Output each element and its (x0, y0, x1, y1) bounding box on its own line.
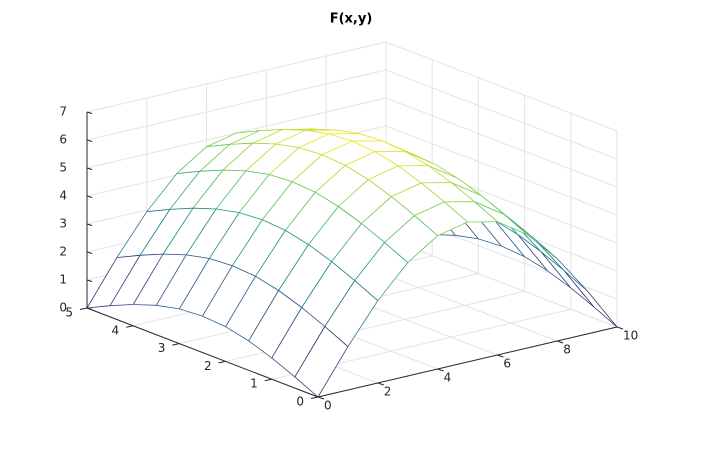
z-tick (86, 279, 93, 282)
y-tick-label: 1 (250, 377, 258, 391)
z-tick (86, 195, 93, 198)
z-tick-label: 5 (59, 161, 67, 175)
x-tick-label: 8 (563, 343, 571, 357)
y-tick-label: 3 (158, 341, 166, 355)
chart-title: F(x,y) (330, 12, 373, 27)
grid-line (86, 41, 618, 132)
z-tick-label: 2 (59, 245, 67, 259)
z-tick (86, 307, 93, 310)
grid-line (271, 113, 572, 380)
y-tick (79, 307, 88, 310)
x-tick-label: 10 (623, 329, 638, 343)
x-tick (557, 340, 564, 344)
x-tick-label: 6 (503, 357, 511, 371)
x-tick (437, 368, 444, 372)
z-tick (86, 223, 93, 226)
z-tick (86, 111, 93, 114)
y-tick-label: 5 (65, 306, 73, 320)
x-tick (377, 382, 384, 386)
y-tick (126, 325, 134, 328)
surface-patch (540, 251, 595, 308)
y-tick-label: 0 (296, 395, 304, 409)
y-tick (172, 343, 180, 346)
y-tick (218, 360, 226, 364)
x-axis (317, 326, 618, 398)
z-tick-label: 6 (59, 133, 67, 147)
z-tick (86, 167, 93, 170)
x-tick (616, 326, 624, 330)
z-tick-label: 0 (59, 301, 67, 315)
y-tick-label: 4 (112, 323, 120, 337)
x-tick-label: 2 (384, 385, 392, 399)
z-tick (86, 251, 93, 254)
x-tick (497, 354, 504, 358)
z-tick-label: 7 (59, 105, 67, 119)
z-tick-label: 1 (59, 273, 67, 287)
y-tick (264, 378, 272, 382)
y-tick (310, 396, 319, 399)
z-tick-label: 4 (59, 189, 67, 203)
z-tick (86, 139, 93, 142)
x-tick-label: 0 (324, 399, 332, 413)
z-tick-label: 3 (59, 217, 67, 231)
y-axis (86, 307, 319, 398)
y-tick-label: 2 (204, 359, 212, 373)
surface-patch (563, 270, 618, 328)
surface-patch (294, 326, 349, 398)
x-tick (317, 396, 325, 400)
x-tick-label: 4 (444, 371, 452, 385)
